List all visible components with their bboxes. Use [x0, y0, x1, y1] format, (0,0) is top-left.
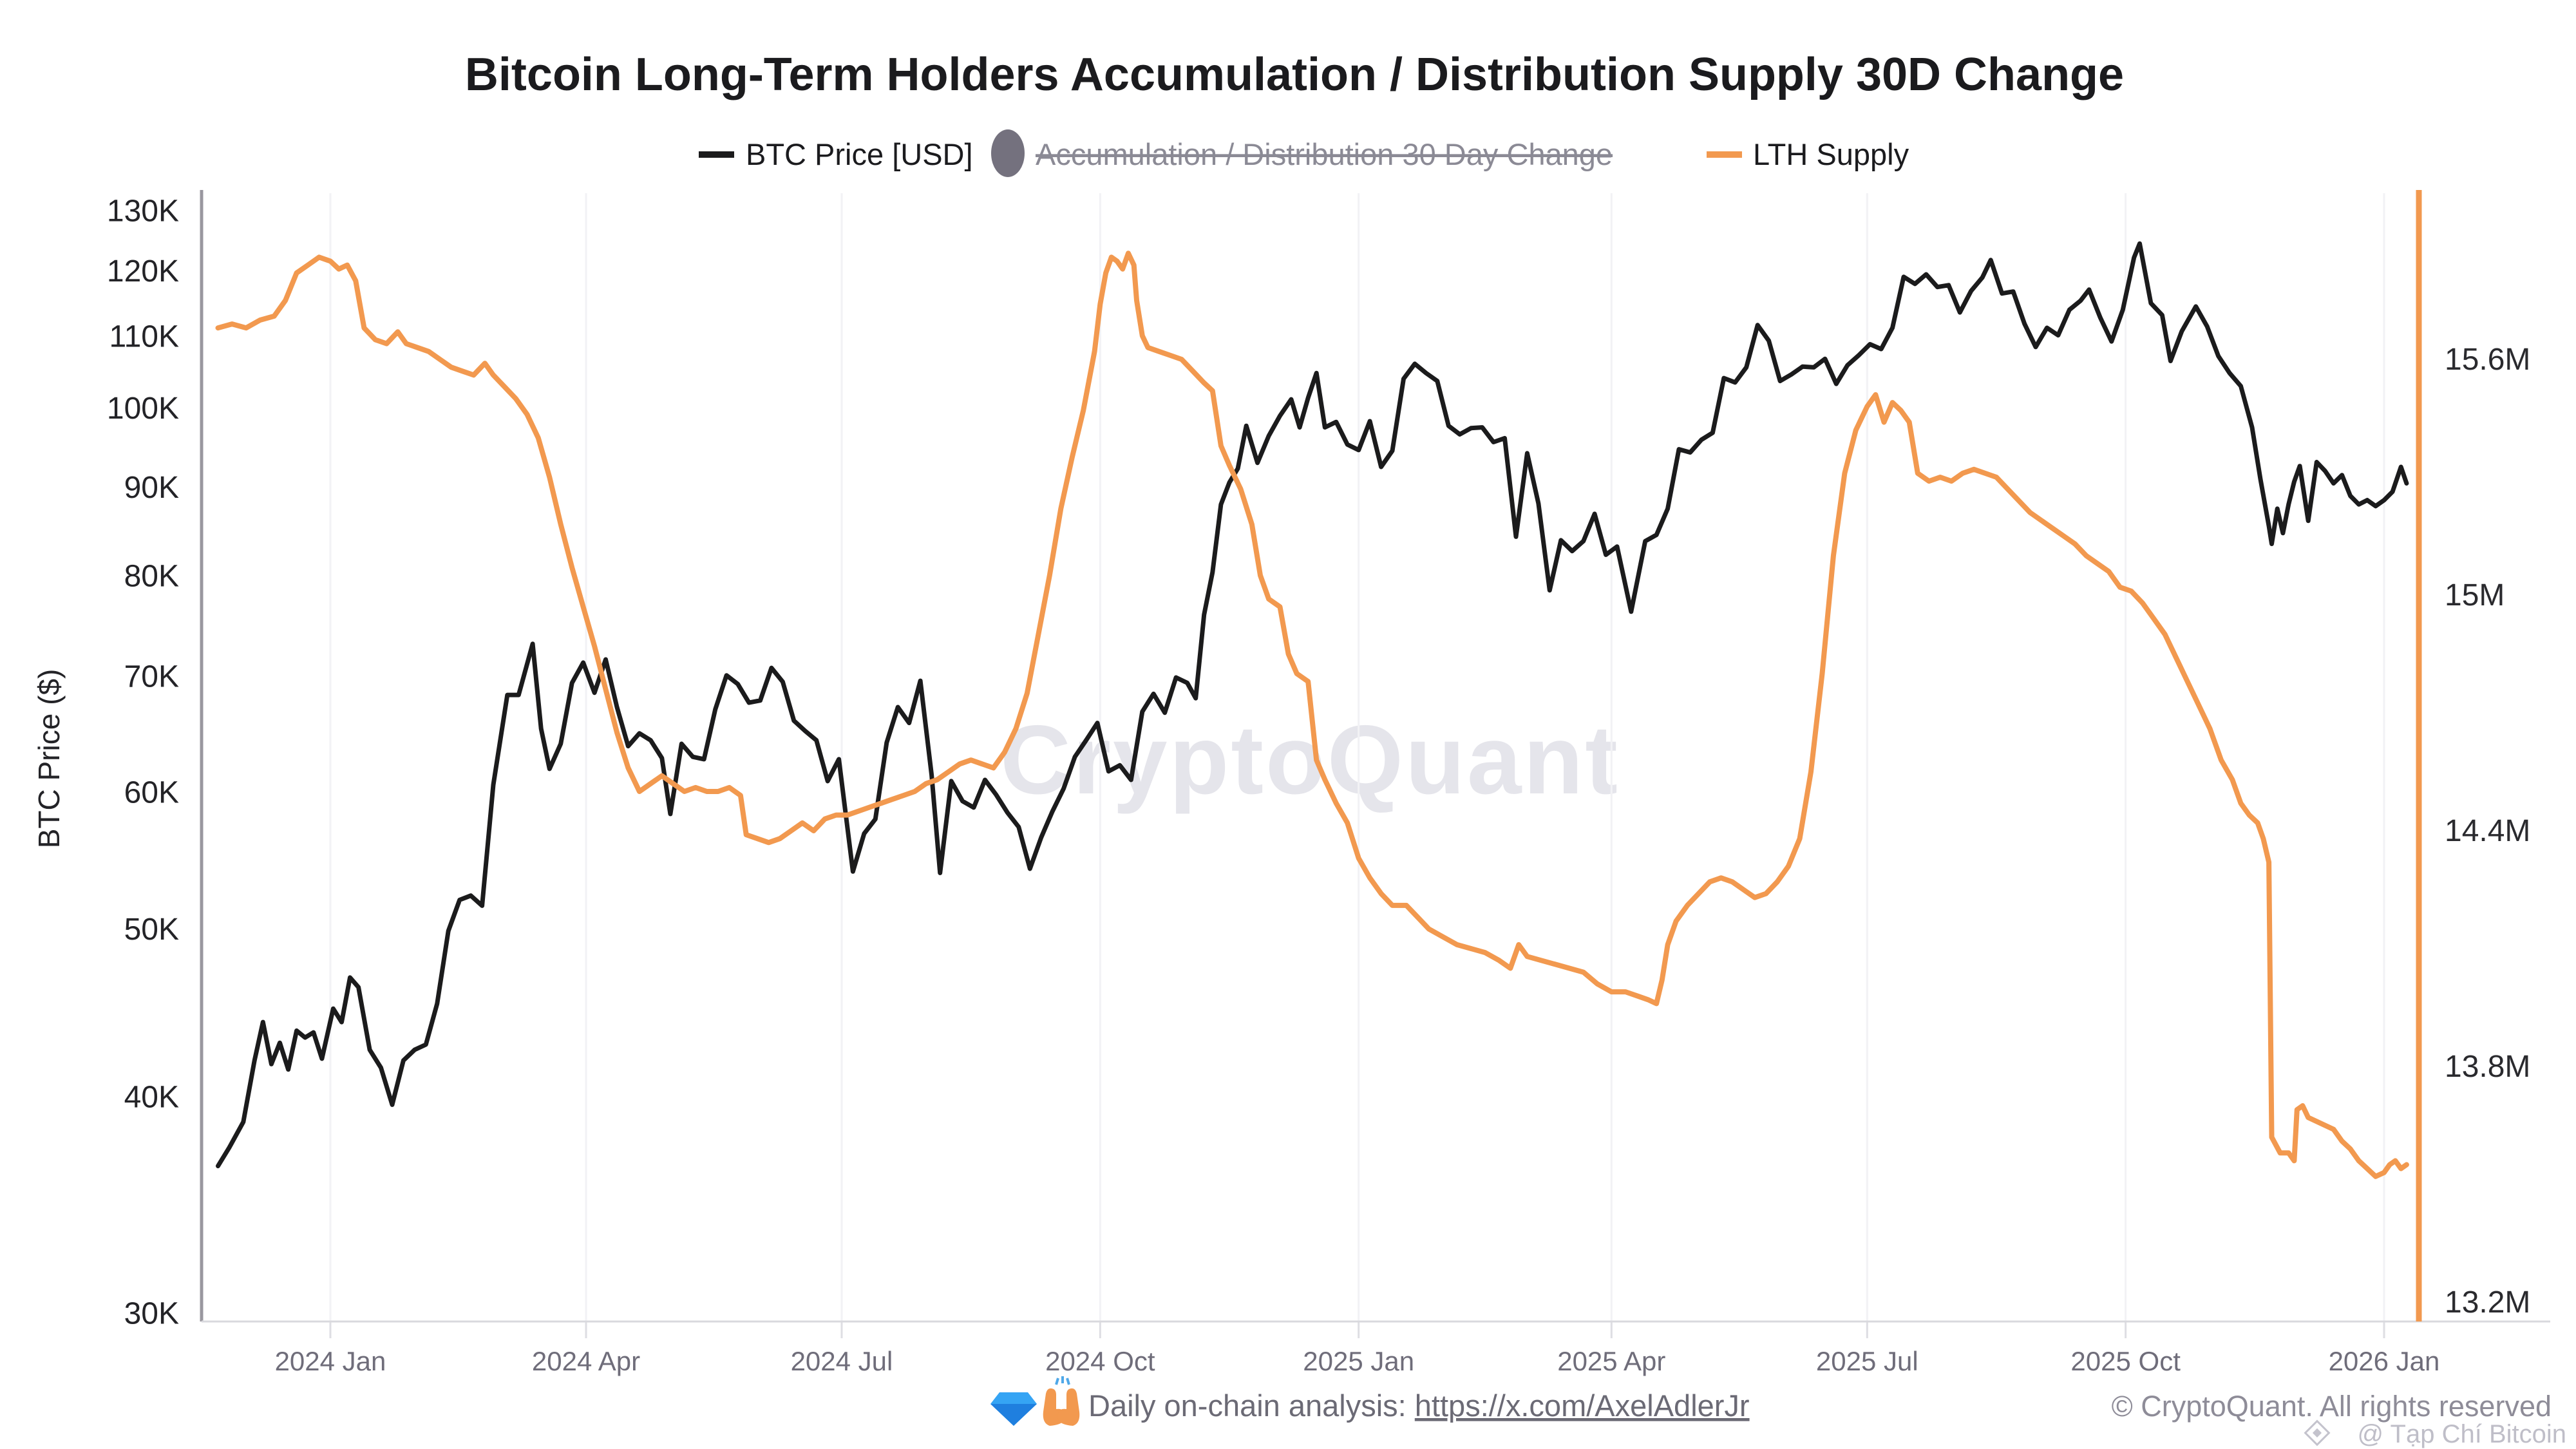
right-axis-tick-label: 15.6M — [2445, 343, 2530, 377]
gem-icon — [990, 1392, 1037, 1426]
footer-analysis-text: Daily on-chain analysis: https://x.com/A… — [1088, 1388, 1750, 1423]
x-axis-tick-label: 2025 Oct — [2070, 1346, 2181, 1376]
footer-prefix: Daily on-chain analysis: — [1088, 1388, 1415, 1423]
btc-price-line — [216, 241, 2409, 1169]
x-axis-tick-label: 2024 Apr — [532, 1346, 640, 1376]
x-axis-tick-label: 2026 Jan — [2329, 1346, 2440, 1376]
legend-item-btc-price[interactable]: BTC Price [USD] — [699, 137, 973, 171]
footer: Daily on-chain analysis: https://x.com/A… — [990, 1376, 1750, 1426]
left-axis-tick-label: 110K — [109, 320, 179, 354]
series-layer — [215, 241, 2409, 1179]
tap-chi-bitcoin-watermark: @ Tạp Chí Bitcoin — [2304, 1419, 2566, 1448]
copyright-text: © CryptoQuant. All rights reserved — [2112, 1390, 2552, 1423]
left-axis-tick-label: 100K — [107, 392, 179, 426]
x-axis-tick-labels: 2024 Jan 2024 Apr 2024 Jul 2024 Oct 2025 Jan… — [275, 1346, 2440, 1376]
left-axis-tick-label: 120K — [107, 254, 179, 289]
tap-chi-bitcoin-text: @ Tạp Chí Bitcoin — [2358, 1420, 2566, 1448]
left-axis-tick-label: 30K — [124, 1296, 179, 1331]
left-axis-tick-label: 70K — [124, 659, 179, 694]
x-axis-tick-label: 2025 Jul — [1816, 1346, 1918, 1376]
tap-chi-bitcoin-logo-icon — [2304, 1419, 2331, 1446]
x-axis-tick-label: 2024 Jan — [275, 1346, 386, 1376]
left-axis-tick-label: 50K — [124, 913, 179, 947]
legend-label-accumulation-distribution: Accumulation / Distribution 30 Day Chang… — [1036, 137, 1613, 171]
chart-title: Bitcoin Long-Term Holders Accumulation /… — [465, 49, 2124, 100]
right-axis-tick-label: 13.8M — [2445, 1050, 2530, 1084]
x-axis-tick-label: 2025 Jan — [1303, 1346, 1414, 1376]
x-axis-tick-label: 2025 Apr — [1557, 1346, 1665, 1376]
x-axis-tick-label: 2024 Jul — [791, 1346, 893, 1376]
left-axis-tick-label: 130K — [107, 194, 179, 229]
cryptoquant-watermark: CryptoQuant — [1000, 705, 1620, 815]
legend-item-lth-supply[interactable]: LTH Supply — [1707, 137, 1909, 171]
right-axis-tick-label: 14.4M — [2445, 814, 2530, 848]
legend-label-btc-price: BTC Price [USD] — [746, 137, 973, 171]
disabled-series-circle-icon — [991, 129, 1025, 177]
tap-chi-bitcoin-logo-inner-icon — [2312, 1428, 2322, 1438]
right-axis-tick-label: 13.2M — [2445, 1285, 2530, 1320]
left-axis-tick-labels: 130K 120K 110K 100K 90K 80K 70K 60K 50K 40K 30K — [107, 194, 179, 1331]
x-axis-tick-label: 2024 Oct — [1045, 1346, 1155, 1376]
right-axis-tick-label: 15M — [2445, 578, 2505, 612]
left-axis-tick-label: 90K — [124, 471, 179, 505]
legend-label-lth-supply: LTH Supply — [1753, 137, 1909, 171]
left-axis-tick-label: 80K — [124, 559, 179, 593]
left-axis-title: BTC Price ($) — [32, 669, 66, 849]
grid-layer — [329, 193, 2385, 1338]
left-axis-tick-label: 40K — [124, 1081, 179, 1115]
footer-link[interactable]: https://x.com/AxelAdlerJr — [1415, 1388, 1750, 1423]
legend: BTC Price [USD] Accumulation / Distribut… — [699, 129, 1909, 177]
lth-supply-line — [215, 251, 2409, 1179]
right-axis-tick-labels: 15.6M 15M 14.4M 13.8M 13.2M — [2445, 343, 2530, 1320]
legend-item-accumulation-distribution[interactable]: Accumulation / Distribution 30 Day Chang… — [991, 129, 1613, 177]
raised-hands-icon — [1043, 1376, 1080, 1426]
left-axis-tick-label: 60K — [124, 775, 179, 810]
